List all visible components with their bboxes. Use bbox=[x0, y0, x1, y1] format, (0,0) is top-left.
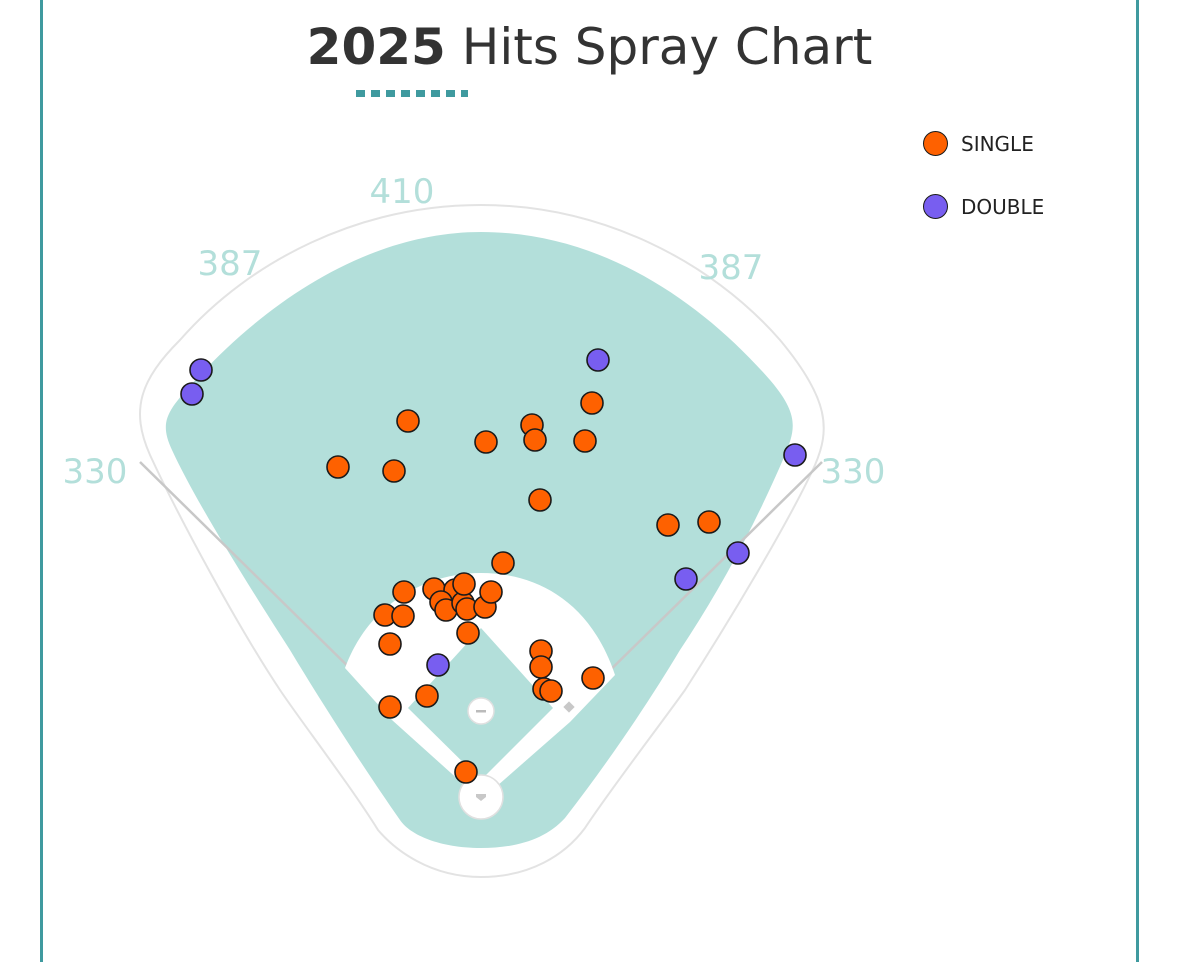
distance-left-line: 330 bbox=[63, 452, 128, 492]
double-swatch-icon bbox=[923, 194, 948, 219]
single-hit-marker bbox=[539, 679, 563, 703]
legend-item-single: SINGLE bbox=[923, 131, 1034, 156]
single-hit-marker bbox=[523, 428, 547, 452]
single-hit-marker bbox=[581, 666, 605, 690]
pitching-rubber bbox=[476, 710, 486, 713]
double-hit-marker bbox=[726, 541, 750, 565]
distance-center: 410 bbox=[370, 172, 435, 212]
single-hit-marker bbox=[697, 510, 721, 534]
first-base bbox=[563, 701, 575, 713]
single-hit-marker bbox=[326, 455, 350, 479]
single-hit-marker bbox=[391, 604, 415, 628]
single-hit-marker bbox=[528, 488, 552, 512]
double-hit-marker bbox=[783, 443, 807, 467]
double-hit-marker bbox=[426, 653, 450, 677]
legend-label-double: DOUBLE bbox=[961, 194, 1045, 219]
double-hit-marker bbox=[674, 567, 698, 591]
chart-title: 2025 Hits Spray Chart bbox=[0, 18, 1179, 76]
single-hit-marker bbox=[656, 513, 680, 537]
outfield-grass bbox=[165, 232, 793, 848]
single-hit-marker bbox=[456, 621, 480, 645]
single-hit-marker bbox=[392, 580, 416, 604]
single-hit-marker bbox=[454, 760, 478, 784]
title-text: Hits Spray Chart bbox=[461, 18, 873, 76]
single-hit-marker bbox=[415, 684, 439, 708]
right-frame-line bbox=[1136, 0, 1139, 962]
single-hit-marker bbox=[452, 572, 476, 596]
left-frame-line bbox=[40, 0, 43, 962]
double-hit-marker bbox=[586, 348, 610, 372]
legend-label-single: SINGLE bbox=[961, 131, 1034, 156]
single-hit-marker bbox=[396, 409, 420, 433]
single-swatch-icon bbox=[923, 131, 948, 156]
hits-layer bbox=[180, 348, 807, 784]
title-underline bbox=[356, 90, 468, 97]
single-hit-marker bbox=[378, 632, 402, 656]
single-hit-marker bbox=[573, 429, 597, 453]
distance-right-line: 330 bbox=[821, 452, 886, 492]
legend-item-double: DOUBLE bbox=[923, 194, 1044, 219]
double-hit-marker bbox=[180, 382, 204, 406]
single-hit-marker bbox=[479, 580, 503, 604]
single-hit-marker bbox=[378, 695, 402, 719]
single-hit-marker bbox=[474, 430, 498, 454]
single-hit-marker bbox=[529, 655, 553, 679]
distance-right-center: 387 bbox=[699, 248, 764, 288]
single-hit-marker bbox=[382, 459, 406, 483]
home-plate bbox=[476, 794, 486, 801]
double-hit-marker bbox=[189, 358, 213, 382]
distance-left-center: 387 bbox=[198, 244, 263, 284]
title-year: 2025 bbox=[306, 18, 446, 76]
single-hit-marker bbox=[491, 551, 515, 575]
single-hit-marker bbox=[580, 391, 604, 415]
